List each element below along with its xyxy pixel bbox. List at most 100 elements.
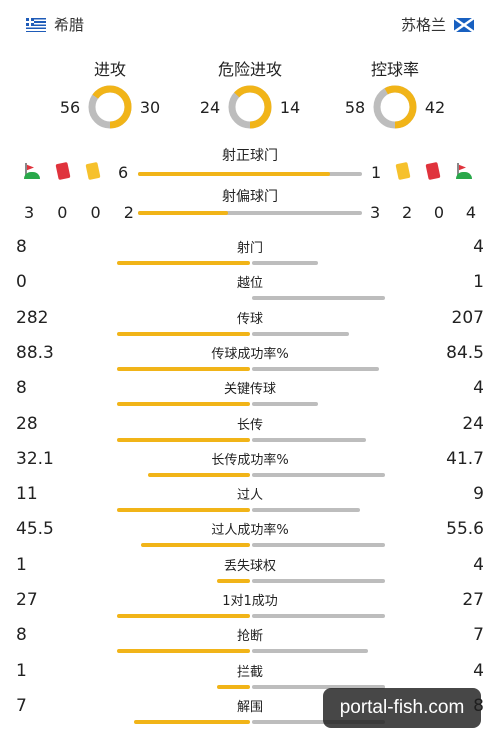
stat-label: 传球成功率% (211, 346, 289, 362)
stat-row: 11 过人 9 (0, 484, 500, 518)
stat-home-value: 27 (16, 590, 38, 610)
stat-away-value: 41.7 (446, 448, 484, 469)
stat-away-value: 7 (473, 625, 484, 646)
home-discipline-icons (16, 161, 108, 181)
away-yellow-cards-count: 2 (401, 203, 413, 222)
stat-home-bar (133, 719, 250, 724)
stat-home-bar (117, 366, 250, 371)
donut-group: 危险进攻 24 14 (180, 56, 320, 132)
donut-home-value: 56 (59, 97, 81, 117)
donut-chart (225, 82, 275, 132)
stat-away-bar (252, 472, 385, 477)
stat-home-bar (147, 472, 250, 477)
away-team[interactable]: 苏格兰 (393, 14, 474, 35)
away-red-cards-count: 0 (433, 203, 445, 222)
stat-away-value: 1 (473, 272, 484, 293)
home-team[interactable]: 希腊 (26, 14, 92, 35)
home-counts: 3 0 0 2 (24, 203, 134, 222)
stat-home-bar (117, 402, 250, 407)
stat-label: 拦截 (236, 664, 263, 680)
stat-away-bar (252, 719, 385, 724)
stat-row: 88.3 传球成功率% 84.5 (0, 343, 500, 377)
stat-home-value: 45.5 (16, 519, 54, 540)
shots-on-target-title: 射正球门 (222, 148, 278, 164)
stat-away-bar (252, 331, 350, 336)
stat-row: 32.1 长传成功率% 41.7 (0, 449, 500, 483)
home-corners-count: 3 (24, 203, 35, 222)
away-discipline-icons (388, 161, 480, 181)
red-card-icon (425, 161, 441, 181)
stat-home-bar (117, 437, 250, 442)
stat-row: 1 拦截 4 (0, 661, 500, 695)
stat-away-value: 27 (462, 590, 484, 610)
stat-label: 越位 (236, 276, 263, 292)
stat-home-value: 1 (16, 660, 27, 681)
stat-row: 0 越位 1 (0, 272, 500, 306)
shots-off-target-bar (138, 211, 228, 215)
home-team-name: 希腊 (54, 16, 85, 34)
stat-home-value: 8 (16, 378, 27, 399)
stat-home-bar (117, 508, 250, 513)
stat-home-bar (117, 649, 250, 654)
stat-away-bar (252, 649, 369, 654)
stat-away-value: 84.5 (446, 342, 484, 363)
watermark: portal-fish.com (323, 688, 481, 728)
stat-row: 8 关键传球 4 (0, 378, 500, 412)
stat-home-bar (117, 614, 250, 618)
stat-home-value: 8 (16, 625, 27, 646)
stat-label: 射门 (236, 241, 263, 256)
stat-row: 8 抢断 7 (0, 625, 500, 659)
stat-label: 过人 (236, 488, 263, 504)
stat-label: 解围 (236, 699, 263, 715)
stat-away-value: 9 (473, 484, 484, 505)
stat-away-value: 24 (462, 413, 484, 434)
away-shots-off-target: 3 (370, 203, 381, 222)
donut-away-value: 42 (424, 97, 446, 117)
stat-row: 8 射门 4 (0, 237, 500, 271)
shots-on-target-bar (138, 172, 330, 176)
stat-row: 1 丢失球权 4 (0, 555, 500, 589)
stat-away-bar (252, 684, 385, 689)
donut-chart (370, 82, 420, 132)
donut-home-value: 58 (344, 97, 366, 117)
stat-home-bar (216, 684, 250, 689)
shots-off-target-track (138, 211, 362, 215)
corner-flag-icon (456, 163, 472, 179)
stat-label: 过人成功率% (211, 523, 289, 539)
home-yellow-cards-count: 0 (90, 203, 101, 222)
stat-label: 长传成功率% (211, 452, 289, 468)
greece-flag-icon (26, 17, 46, 32)
stat-away-value: 4 (473, 378, 484, 399)
stat-label: 长传 (236, 417, 263, 433)
stat-home-bar (216, 578, 250, 583)
stat-label: 丢失球权 (223, 558, 276, 574)
stat-row: 27 1对1成功 27 (0, 590, 500, 624)
donut-home-value: 24 (199, 97, 221, 117)
donut-group: 进攻 56 30 (40, 56, 180, 132)
donut-title: 控球率 (370, 60, 419, 79)
stat-row: 28 长传 24 (0, 414, 500, 448)
stat-away-bar (252, 296, 385, 301)
stat-home-value: 0 (16, 272, 27, 293)
stat-away-value: 4 (473, 237, 484, 257)
yellow-card-icon (85, 161, 101, 181)
donut-title: 进攻 (93, 60, 126, 79)
stat-away-bar (252, 261, 319, 265)
stat-away-bar (252, 614, 385, 618)
stat-home-value: 32.1 (16, 448, 54, 469)
stat-away-bar (252, 437, 366, 442)
stat-label: 传球 (236, 311, 263, 327)
stat-home-value: 8 (16, 237, 27, 257)
red-card-icon (55, 161, 71, 181)
stat-home-value: 1 (16, 554, 27, 575)
donut-title: 危险进攻 (217, 60, 282, 79)
stat-away-bar (252, 543, 385, 548)
stat-away-value: 55.6 (446, 519, 484, 540)
stat-home-value: 282 (16, 307, 49, 328)
stat-away-value: 207 (451, 307, 484, 328)
donut-away-value: 14 (279, 97, 301, 117)
away-shots-on-target: 1 (371, 163, 382, 182)
stat-away-bar (252, 366, 379, 371)
home-red-cards-count: 0 (57, 203, 68, 222)
home-shots-off-target: 2 (123, 203, 134, 222)
